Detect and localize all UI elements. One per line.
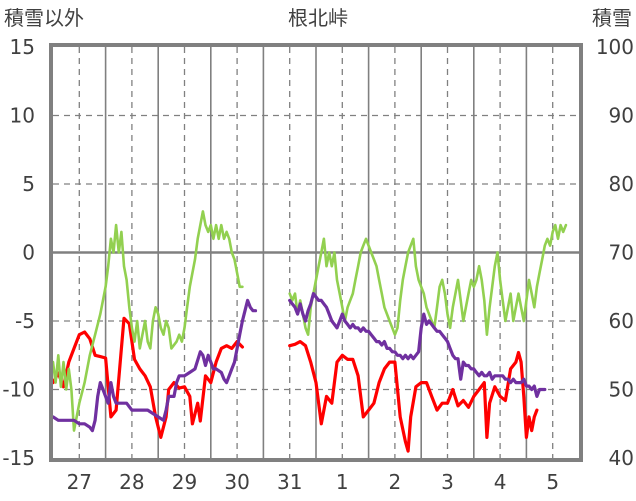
x-tick-label: 2 — [389, 470, 402, 494]
series-line-red — [288, 340, 539, 453]
right-tick-label: 60 — [609, 309, 634, 333]
right-tick-label: 40 — [609, 446, 634, 470]
x-tick-label: 3 — [441, 470, 454, 494]
left-axis-label: 積雪以外 — [4, 6, 84, 30]
series-line-red — [51, 316, 244, 439]
left-tick-label: -10 — [2, 378, 35, 402]
right-tick-label: 90 — [609, 104, 634, 128]
series-line-green — [288, 223, 568, 336]
right-tick-label: 80 — [609, 172, 634, 196]
chart-title: 根北峠 — [288, 6, 348, 30]
x-tick-label: 1 — [336, 470, 349, 494]
left-tick-label: 0 — [22, 241, 35, 265]
left-tick-label: -15 — [2, 446, 35, 470]
right-tick-label: 100 — [596, 35, 634, 59]
right-tick-label: 50 — [609, 378, 634, 402]
left-tick-label: -5 — [15, 309, 35, 333]
plot-lines — [51, 210, 568, 453]
series-line-purple — [288, 292, 547, 398]
x-tick-label: 31 — [277, 470, 302, 494]
x-tick-label: 4 — [494, 470, 507, 494]
x-tick-label: 27 — [67, 470, 92, 494]
x-tick-label: 5 — [546, 470, 559, 494]
plot-frame — [49, 43, 583, 462]
x-tick-label: 28 — [119, 470, 144, 494]
series-line-purple — [51, 298, 258, 433]
grid — [53, 47, 579, 458]
x-tick-label: 29 — [172, 470, 197, 494]
x-tick-label: 30 — [224, 470, 249, 494]
left-tick-label: 10 — [10, 104, 35, 128]
left-tick-label: 15 — [10, 35, 35, 59]
right-tick-label: 70 — [609, 241, 634, 265]
right-axis-label: 積雪 — [592, 6, 632, 30]
series-line-green — [51, 210, 244, 432]
left-tick-label: 5 — [22, 172, 35, 196]
